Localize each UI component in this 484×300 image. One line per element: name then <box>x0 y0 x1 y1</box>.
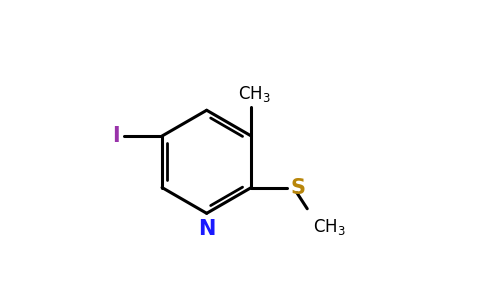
Text: N: N <box>198 219 215 238</box>
Text: CH$_3$: CH$_3$ <box>313 217 346 237</box>
Text: I: I <box>113 126 120 146</box>
Text: CH$_3$: CH$_3$ <box>238 84 271 104</box>
Text: S: S <box>290 178 305 197</box>
